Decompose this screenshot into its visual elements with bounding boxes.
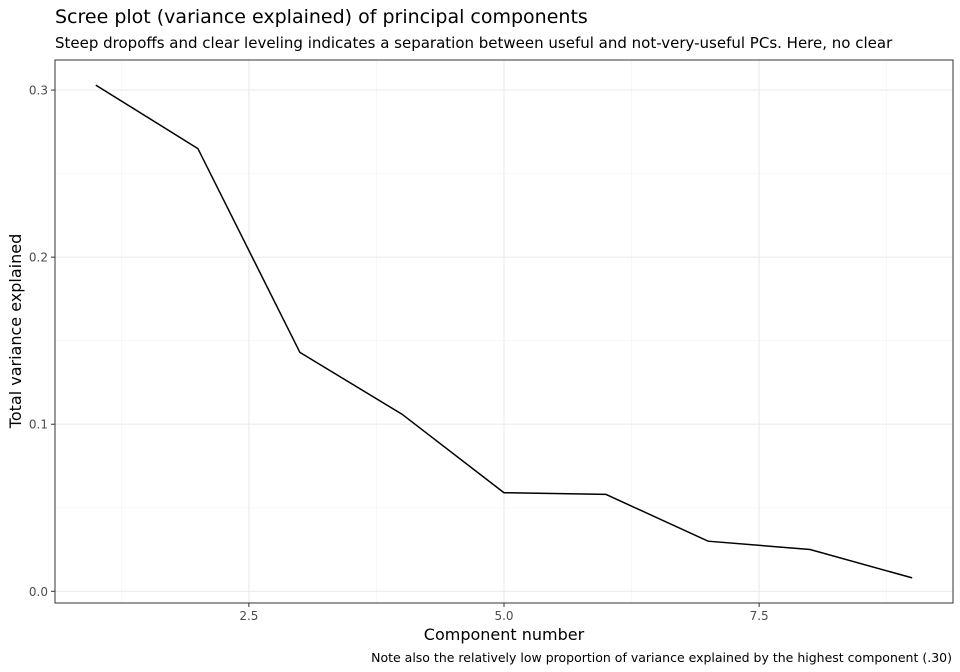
chart-subtitle: Steep dropoffs and clear leveling indica… <box>55 34 893 52</box>
variance-line <box>95 84 913 579</box>
x-tick-label: 7.5 <box>750 609 769 623</box>
chart-title: Scree plot (variance explained) of princ… <box>55 6 588 28</box>
y-tick-label: 0.3 <box>29 84 48 98</box>
chart-caption: Note also the relatively low proportion … <box>371 650 952 665</box>
x-tick-label: 5.0 <box>494 609 513 623</box>
x-tick-label: 2.5 <box>239 609 258 623</box>
y-tick-label: 0.2 <box>29 251 48 265</box>
y-tick-label: 0.0 <box>29 585 48 599</box>
axis-ticks: 2.5 5.0 7.5 0.0 0.1 0.2 0.3 <box>29 84 769 623</box>
plot-gridlines <box>55 60 953 603</box>
y-axis-title: Total variance explained <box>6 234 25 429</box>
x-axis-title: Component number <box>424 625 585 644</box>
y-tick-label: 0.1 <box>29 418 48 432</box>
